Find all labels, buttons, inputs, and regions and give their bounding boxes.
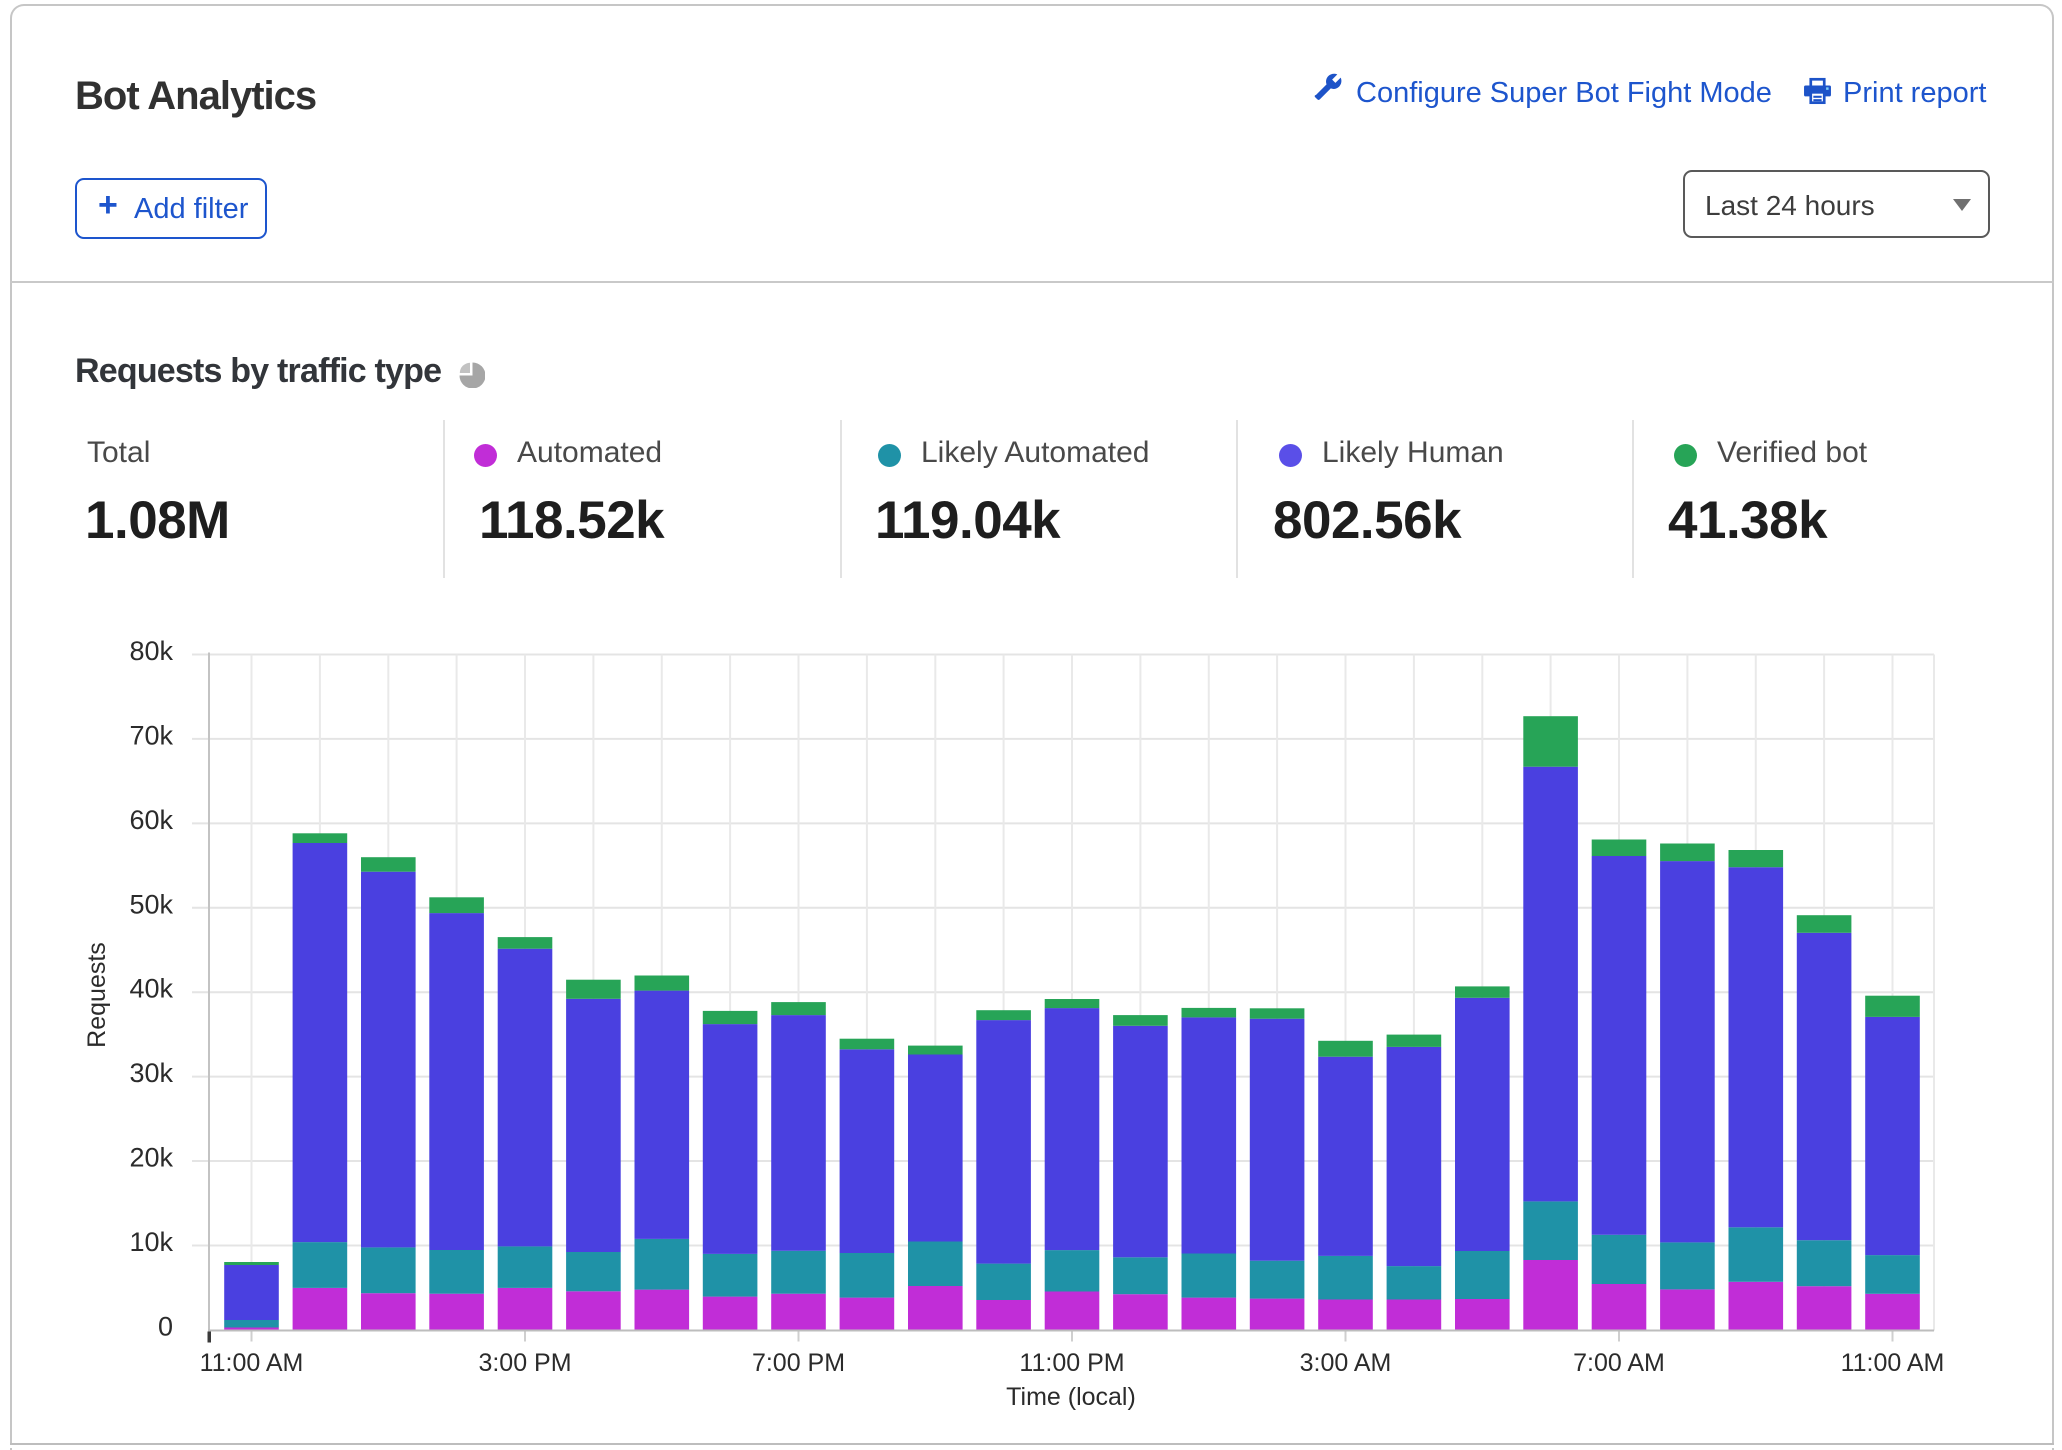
svg-text:11:00 AM: 11:00 AM xyxy=(1841,1349,1945,1377)
svg-text:60k: 60k xyxy=(129,805,173,835)
svg-text:20k: 20k xyxy=(129,1143,173,1173)
svg-text:11:00 AM: 11:00 AM xyxy=(200,1349,304,1377)
svg-text:3:00 PM: 3:00 PM xyxy=(478,1349,571,1377)
svg-text:11:00 PM: 11:00 PM xyxy=(1019,1349,1124,1377)
svg-text:40k: 40k xyxy=(129,974,173,1004)
svg-text:3:00 AM: 3:00 AM xyxy=(1300,1349,1392,1377)
svg-text:80k: 80k xyxy=(129,636,173,666)
svg-text:30k: 30k xyxy=(129,1058,173,1088)
svg-text:50k: 50k xyxy=(129,889,173,919)
svg-text:Time (local): Time (local) xyxy=(1006,1383,1136,1411)
svg-text:70k: 70k xyxy=(129,720,173,750)
svg-text:0: 0 xyxy=(158,1311,173,1341)
svg-text:7:00 PM: 7:00 PM xyxy=(752,1349,845,1377)
svg-text:7:00 AM: 7:00 AM xyxy=(1573,1349,1665,1377)
svg-text:10k: 10k xyxy=(129,1227,173,1257)
svg-text:Requests: Requests xyxy=(83,942,111,1048)
